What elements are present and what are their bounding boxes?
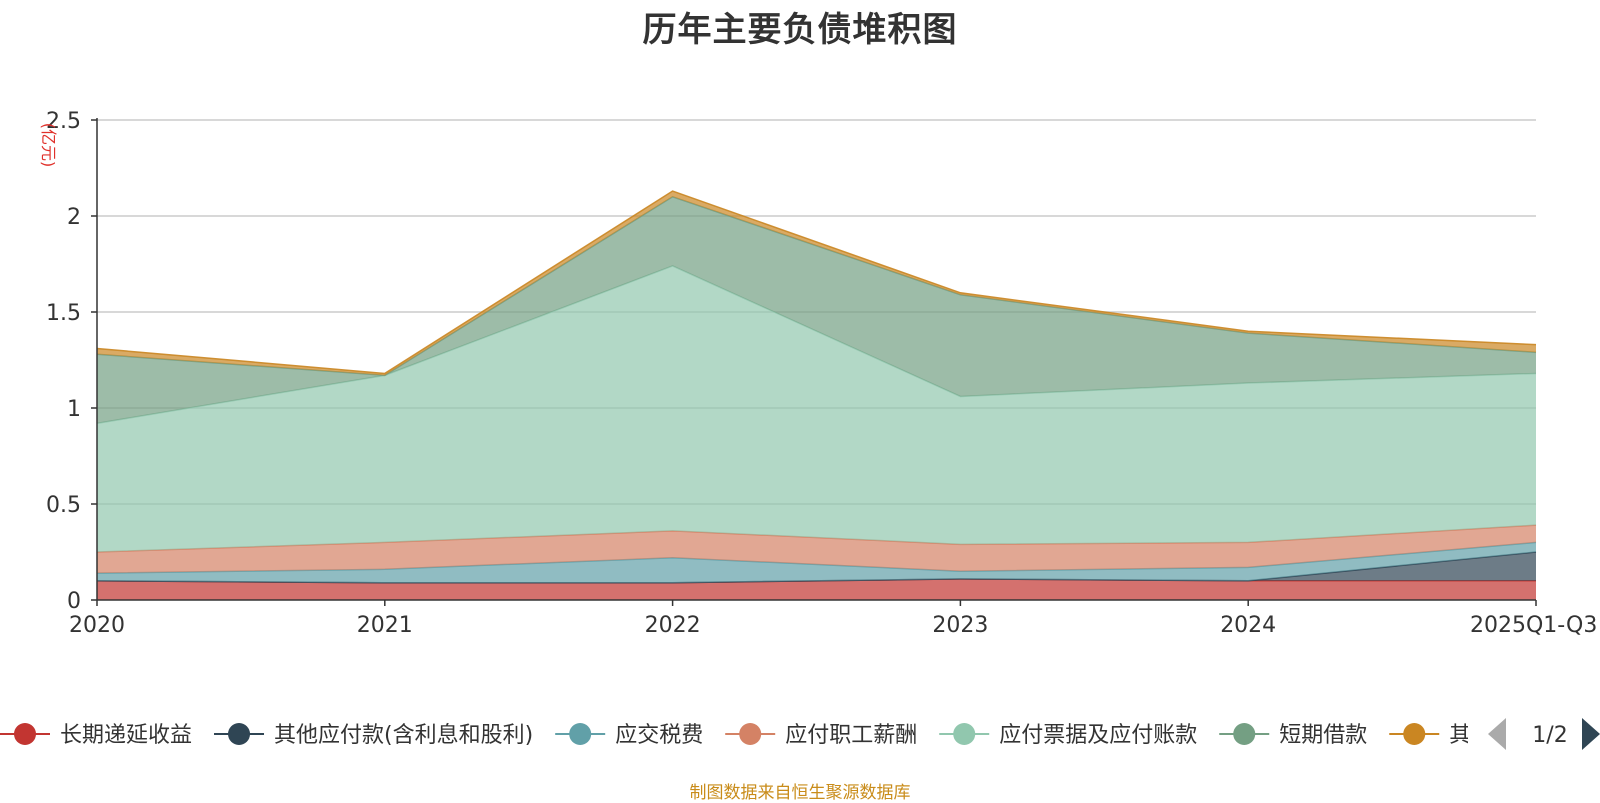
area-layer	[96, 190, 1537, 600]
area-series-4	[97, 265, 1536, 552]
legend-marker-icon	[228, 723, 251, 745]
legend-label: 应交税费	[615, 723, 703, 748]
y-tick-label: 2	[67, 205, 81, 230]
area-edge-6	[96, 190, 1537, 375]
legend-label: 应付票据及应付账款	[999, 723, 1197, 748]
y-tick-label: 2.5	[46, 109, 81, 134]
x-tick-label: 2025Q1-Q3	[1470, 613, 1597, 638]
area-series-1	[97, 552, 1536, 583]
legend-next-icon[interactable]	[1582, 718, 1600, 750]
y-tick-label: 1.5	[46, 301, 81, 326]
legend-page-indicator: 1/2	[1532, 723, 1567, 748]
legend-marker-icon	[569, 723, 592, 745]
legend-prev-icon[interactable]	[1488, 718, 1506, 750]
legend-marker-icon	[739, 723, 762, 745]
legend-marker-icon	[1233, 723, 1256, 745]
area-series-6	[97, 191, 1536, 376]
y-axis-unit-label: (亿元)	[39, 123, 58, 168]
legend: 长期递延收益 其他应付款(含利息和股利) 应交税费 应付职工薪酬 应付票据及应付账款 短期…	[0, 710, 1600, 760]
legend-item-4[interactable]: 应付票据及应付账款	[939, 723, 1197, 748]
x-tick-label: 2020	[69, 613, 125, 638]
legend-label: 其他应付款(含利息和股利)	[274, 723, 533, 748]
y-tick-label: 0.5	[46, 493, 81, 518]
axis-layer: 0 0.5 1 1.5 2 2.5 2020 2021 2022 2023 2024 2025Q1-Q…	[46, 109, 1597, 638]
legend-marker-icon	[953, 723, 976, 745]
area-series-3	[97, 525, 1536, 574]
legend-item-2[interactable]: 应交税费	[555, 723, 703, 748]
legend-marker-icon	[14, 723, 36, 745]
legend-item-0[interactable]: 长期递延收益	[0, 723, 192, 748]
legend-label: 应付职工薪酬	[785, 723, 917, 748]
legend-label: 长期递延收益	[60, 723, 192, 748]
legend-item-1[interactable]: 其他应付款(含利息和股利)	[214, 723, 533, 748]
x-tick-label: 2022	[645, 613, 701, 638]
y-tick-label: 1	[67, 397, 81, 422]
source-note: 制图数据来自恒生聚源数据库	[689, 783, 911, 803]
legend-marker-icon	[1403, 723, 1426, 745]
area-series-0	[97, 578, 1536, 600]
legend-item-3[interactable]: 应付职工薪酬	[725, 723, 917, 748]
chart-title: 历年主要负债堆积图	[642, 10, 958, 50]
y-tick-label: 0	[67, 589, 81, 614]
area-series-2	[97, 542, 1536, 583]
legend-item-5[interactable]: 短期借款	[1219, 723, 1367, 748]
x-tick-label: 2021	[357, 613, 413, 638]
x-tick-label: 2024	[1220, 613, 1276, 638]
x-tick-label: 2023	[932, 613, 988, 638]
area-series-5	[97, 196, 1536, 424]
legend-label: 短期借款	[1279, 723, 1367, 748]
